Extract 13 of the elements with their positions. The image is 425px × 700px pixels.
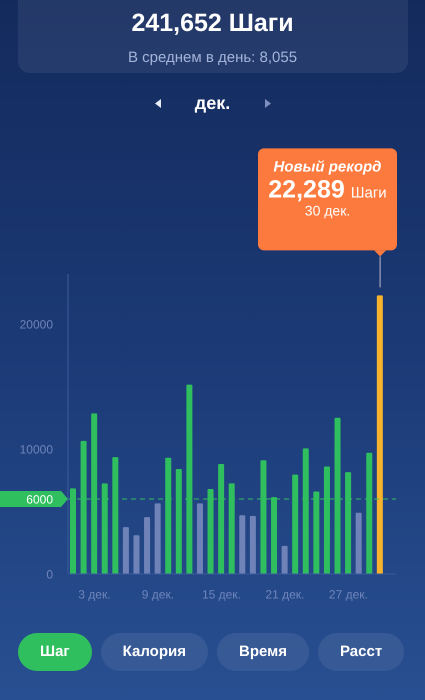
- x-tick-label: 15 дек.: [202, 588, 241, 602]
- y-tick-label: 10000: [20, 442, 54, 456]
- text: дек.: [194, 93, 230, 113]
- chart-subtitle: В среднем в день: 8,055: [128, 49, 298, 66]
- chart-title: 241,652 Шаги: [131, 9, 294, 37]
- y-tick-label: 20000: [20, 317, 54, 332]
- x-tick-label: 9 дек.: [142, 588, 174, 602]
- x-tick-label: 21 дек.: [265, 588, 304, 602]
- ref-line-label: 6000: [26, 492, 54, 506]
- x-tick-label: 27 дек.: [328, 588, 368, 602]
- y-tick-label: 0: [46, 567, 54, 582]
- text: Новый рекорд 22,289 Шаги 30 дек.: [268, 158, 387, 218]
- x-tick-label: 3 дек.: [78, 588, 111, 602]
